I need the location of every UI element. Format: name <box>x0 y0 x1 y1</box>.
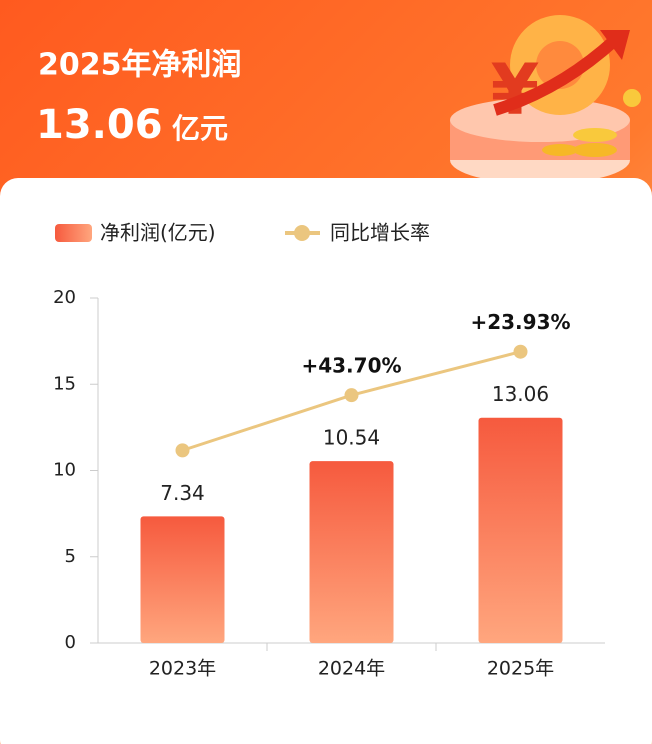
line-connector <box>351 350 521 397</box>
bar <box>309 461 394 643</box>
line-point <box>344 388 359 403</box>
x-tick-label: 2024年 <box>318 658 385 680</box>
illustration: ¥ <box>450 15 641 184</box>
legend-label: 净利润(亿元) <box>100 221 216 245</box>
growth-label: +23.93% <box>470 310 570 334</box>
bar-value-label: 7.34 <box>160 481 205 505</box>
y-tick-label: 0 <box>65 632 76 653</box>
x-tick-label: 2023年 <box>149 658 216 680</box>
bar <box>140 516 225 643</box>
x-tick-label: 2025年 <box>487 658 554 680</box>
y-tick-label: 5 <box>65 546 76 567</box>
legend-swatch <box>55 224 92 242</box>
legend-label: 同比增长率 <box>330 221 430 245</box>
bar-value-label: 13.06 <box>492 382 549 406</box>
header-unit: 亿元 <box>172 112 228 145</box>
y-tick-label: 10 <box>53 460 76 481</box>
line-point <box>513 344 528 359</box>
y-tick-label: 20 <box>53 287 76 308</box>
bar-value-label: 10.54 <box>323 426 380 450</box>
growth-label: +43.70% <box>301 354 401 378</box>
header-value: 13.06 <box>36 102 163 148</box>
line-point <box>175 443 190 458</box>
line-connector <box>182 393 352 452</box>
legend-dot <box>294 225 310 241</box>
y-tick-label: 15 <box>53 373 76 394</box>
header-title: 2025年净利润 <box>38 48 242 83</box>
bar <box>478 417 563 643</box>
